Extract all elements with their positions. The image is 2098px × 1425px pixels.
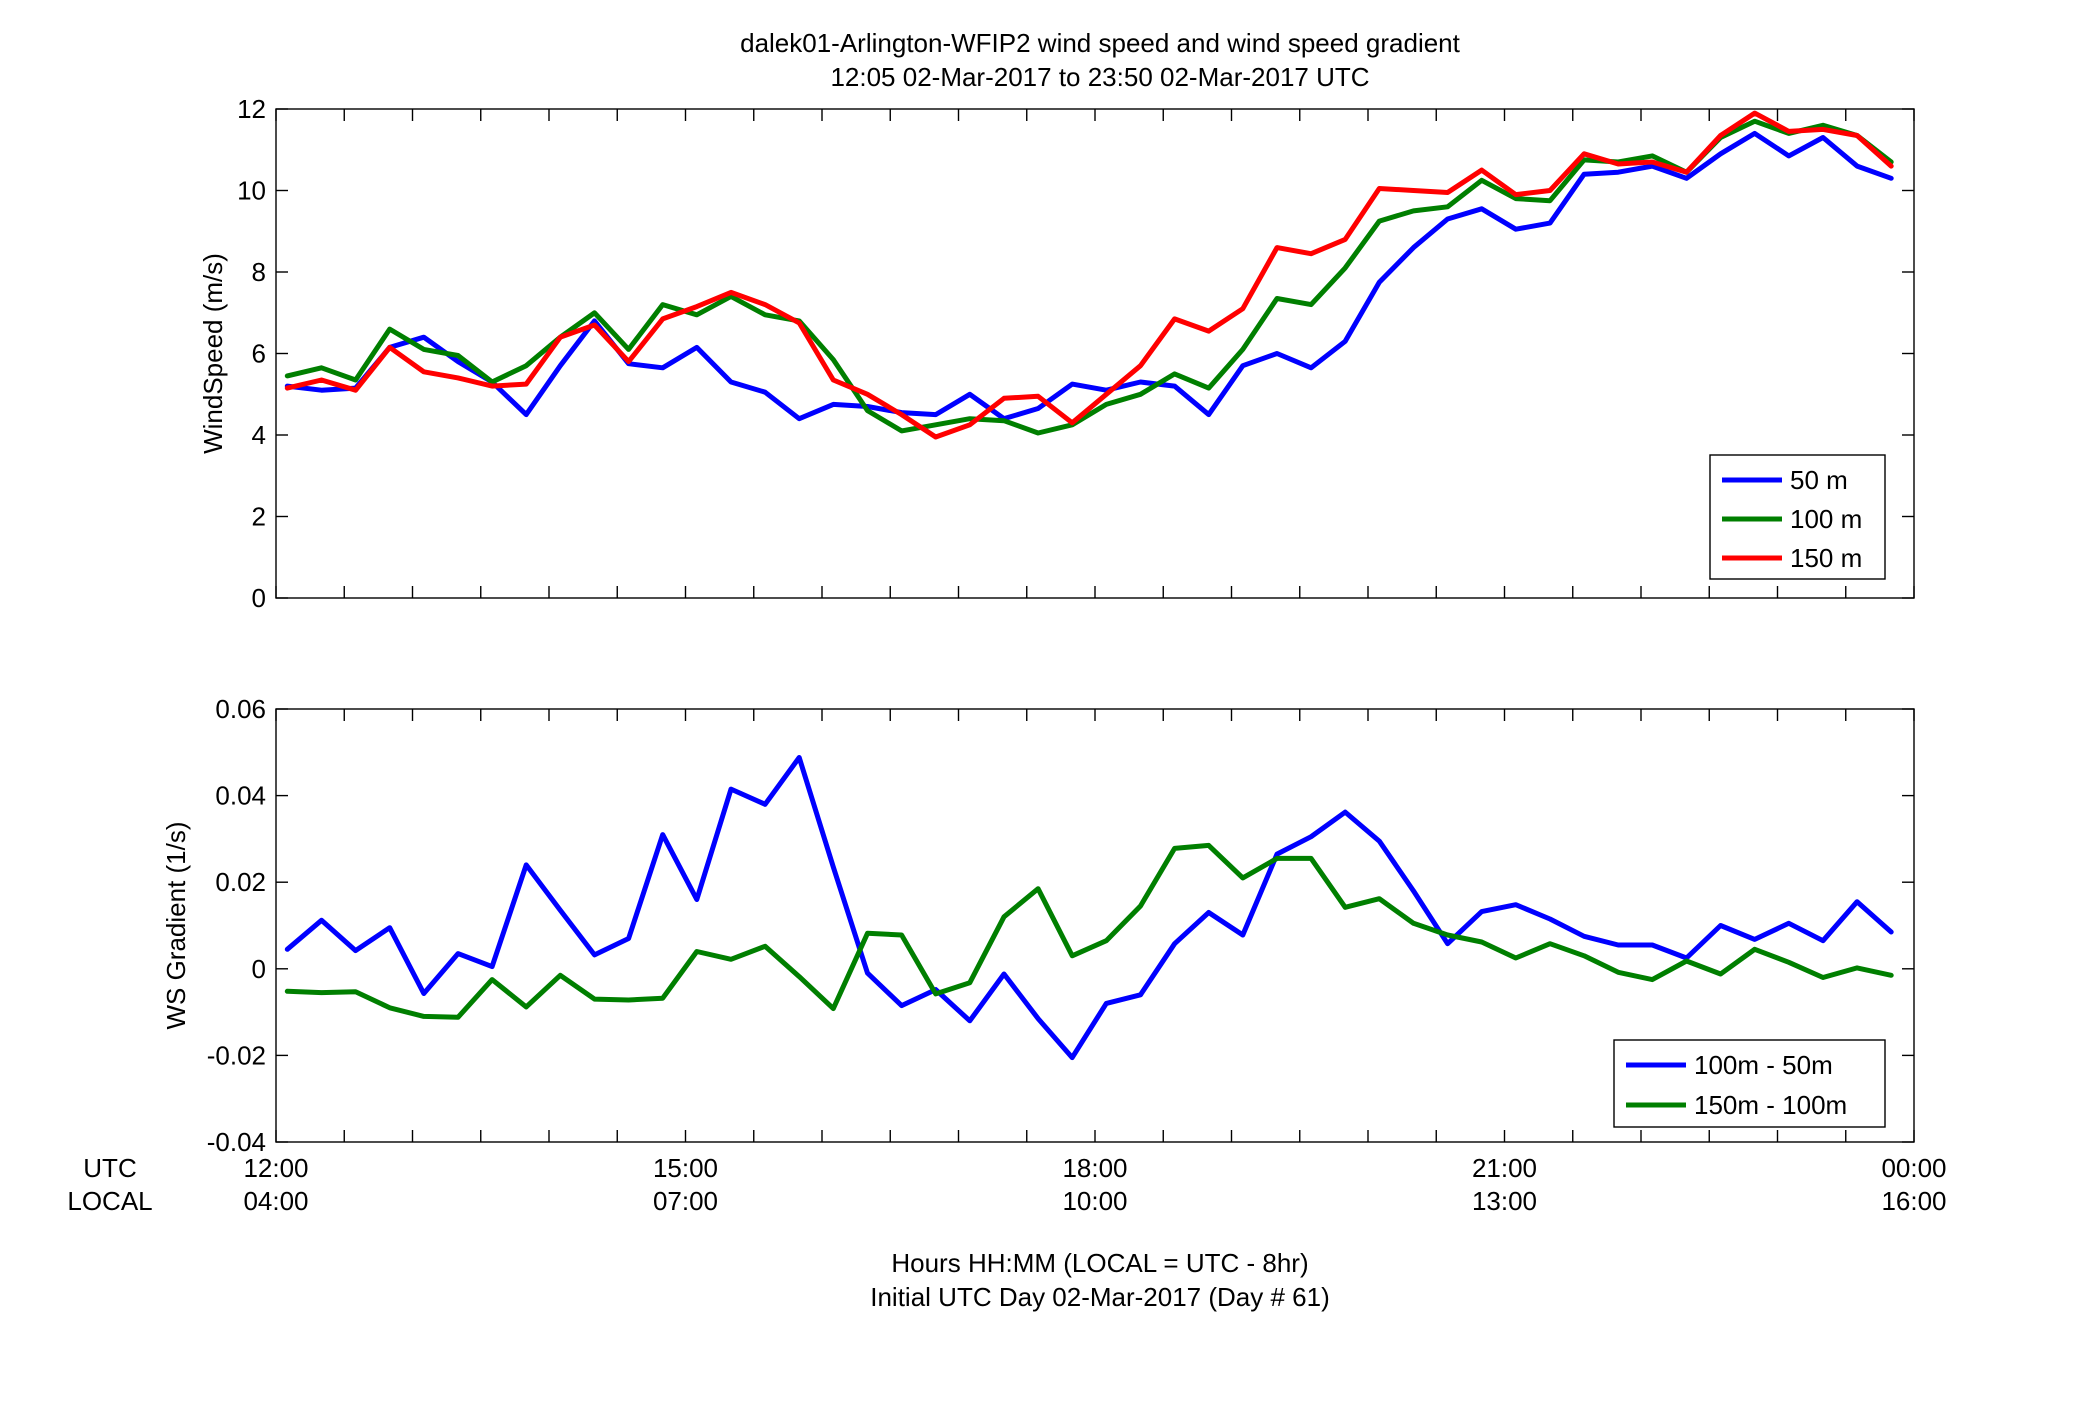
utc-tick-label: 18:00: [1062, 1153, 1127, 1183]
utc-tick-label: 00:00: [1881, 1153, 1946, 1183]
utc-tick-label: 15:00: [653, 1153, 718, 1183]
local-tick-label: 16:00: [1881, 1186, 1946, 1216]
chart-title-line2: 12:05 02-Mar-2017 to 23:50 02-Mar-2017 U…: [830, 62, 1369, 92]
y-tick-label: 0.04: [215, 781, 266, 811]
legend: 50 m 100 m 150 m: [1709, 454, 1886, 580]
legend-box: [1613, 1039, 1886, 1128]
chart-title-line1: dalek01-Arlington-WFIP2 wind speed and w…: [740, 28, 1461, 58]
y-tick-label: -0.02: [207, 1040, 266, 1070]
y-tick-label: -0.04: [207, 1127, 266, 1157]
legend-label: 150m - 100m: [1694, 1090, 1847, 1120]
series-line-150m-100m: [284, 842, 1894, 1020]
y-tick-label: 10: [237, 176, 266, 206]
local-tick-label: 10:00: [1062, 1186, 1127, 1216]
y-tick-label: 6: [252, 339, 266, 369]
utc-tick-label: 21:00: [1472, 1153, 1537, 1183]
y-tick-label: 4: [252, 420, 266, 450]
y-tick-label: 0: [252, 954, 266, 984]
local-tick-label: 07:00: [653, 1186, 718, 1216]
legend-label: 100m - 50m: [1694, 1050, 1833, 1080]
series-line-150-m: [284, 110, 1894, 440]
series-line-50-m: [284, 130, 1894, 422]
series-line-100m-50m: [284, 755, 1894, 1061]
y-tick-label: 8: [252, 257, 266, 287]
y-tick-label: 12: [237, 94, 266, 124]
legend: 100m - 50m 150m - 100m: [1613, 1039, 1886, 1128]
windspeed-panel: 0 2 4 6 8 10 12 WindSpeed (m/s) 50 m 100 m 150 m: [198, 94, 1915, 613]
legend-label: 100 m: [1790, 504, 1862, 534]
utc-row-label: UTC: [83, 1153, 136, 1183]
y-axis-label: WS Gradient (1/s): [161, 821, 191, 1029]
y-tick-label: 0.06: [215, 694, 266, 724]
gradient-panel: -0.04 -0.02 0 0.02 0.04 0.06 WS Gradient (1/s)…: [161, 694, 1915, 1157]
y-tick-label: 0.02: [215, 867, 266, 897]
utc-tick-label: 12:00: [243, 1153, 308, 1183]
local-tick-label: 04:00: [243, 1186, 308, 1216]
y-axis-label: WindSpeed (m/s): [198, 253, 228, 454]
legend-label: 150 m: [1790, 543, 1862, 573]
plot-area-frame: [275, 108, 1915, 599]
local-tick-label: 13:00: [1472, 1186, 1537, 1216]
local-row-label: LOCAL: [67, 1186, 152, 1216]
x-axis-label-line2: Initial UTC Day 02-Mar-2017 (Day # 61): [870, 1282, 1330, 1312]
x-axis-label-line1: Hours HH:MM (LOCAL = UTC - 8hr): [891, 1248, 1308, 1278]
legend-label: 50 m: [1790, 465, 1848, 495]
y-tick-label: 2: [252, 502, 266, 532]
y-tick-label: 0: [252, 583, 266, 613]
